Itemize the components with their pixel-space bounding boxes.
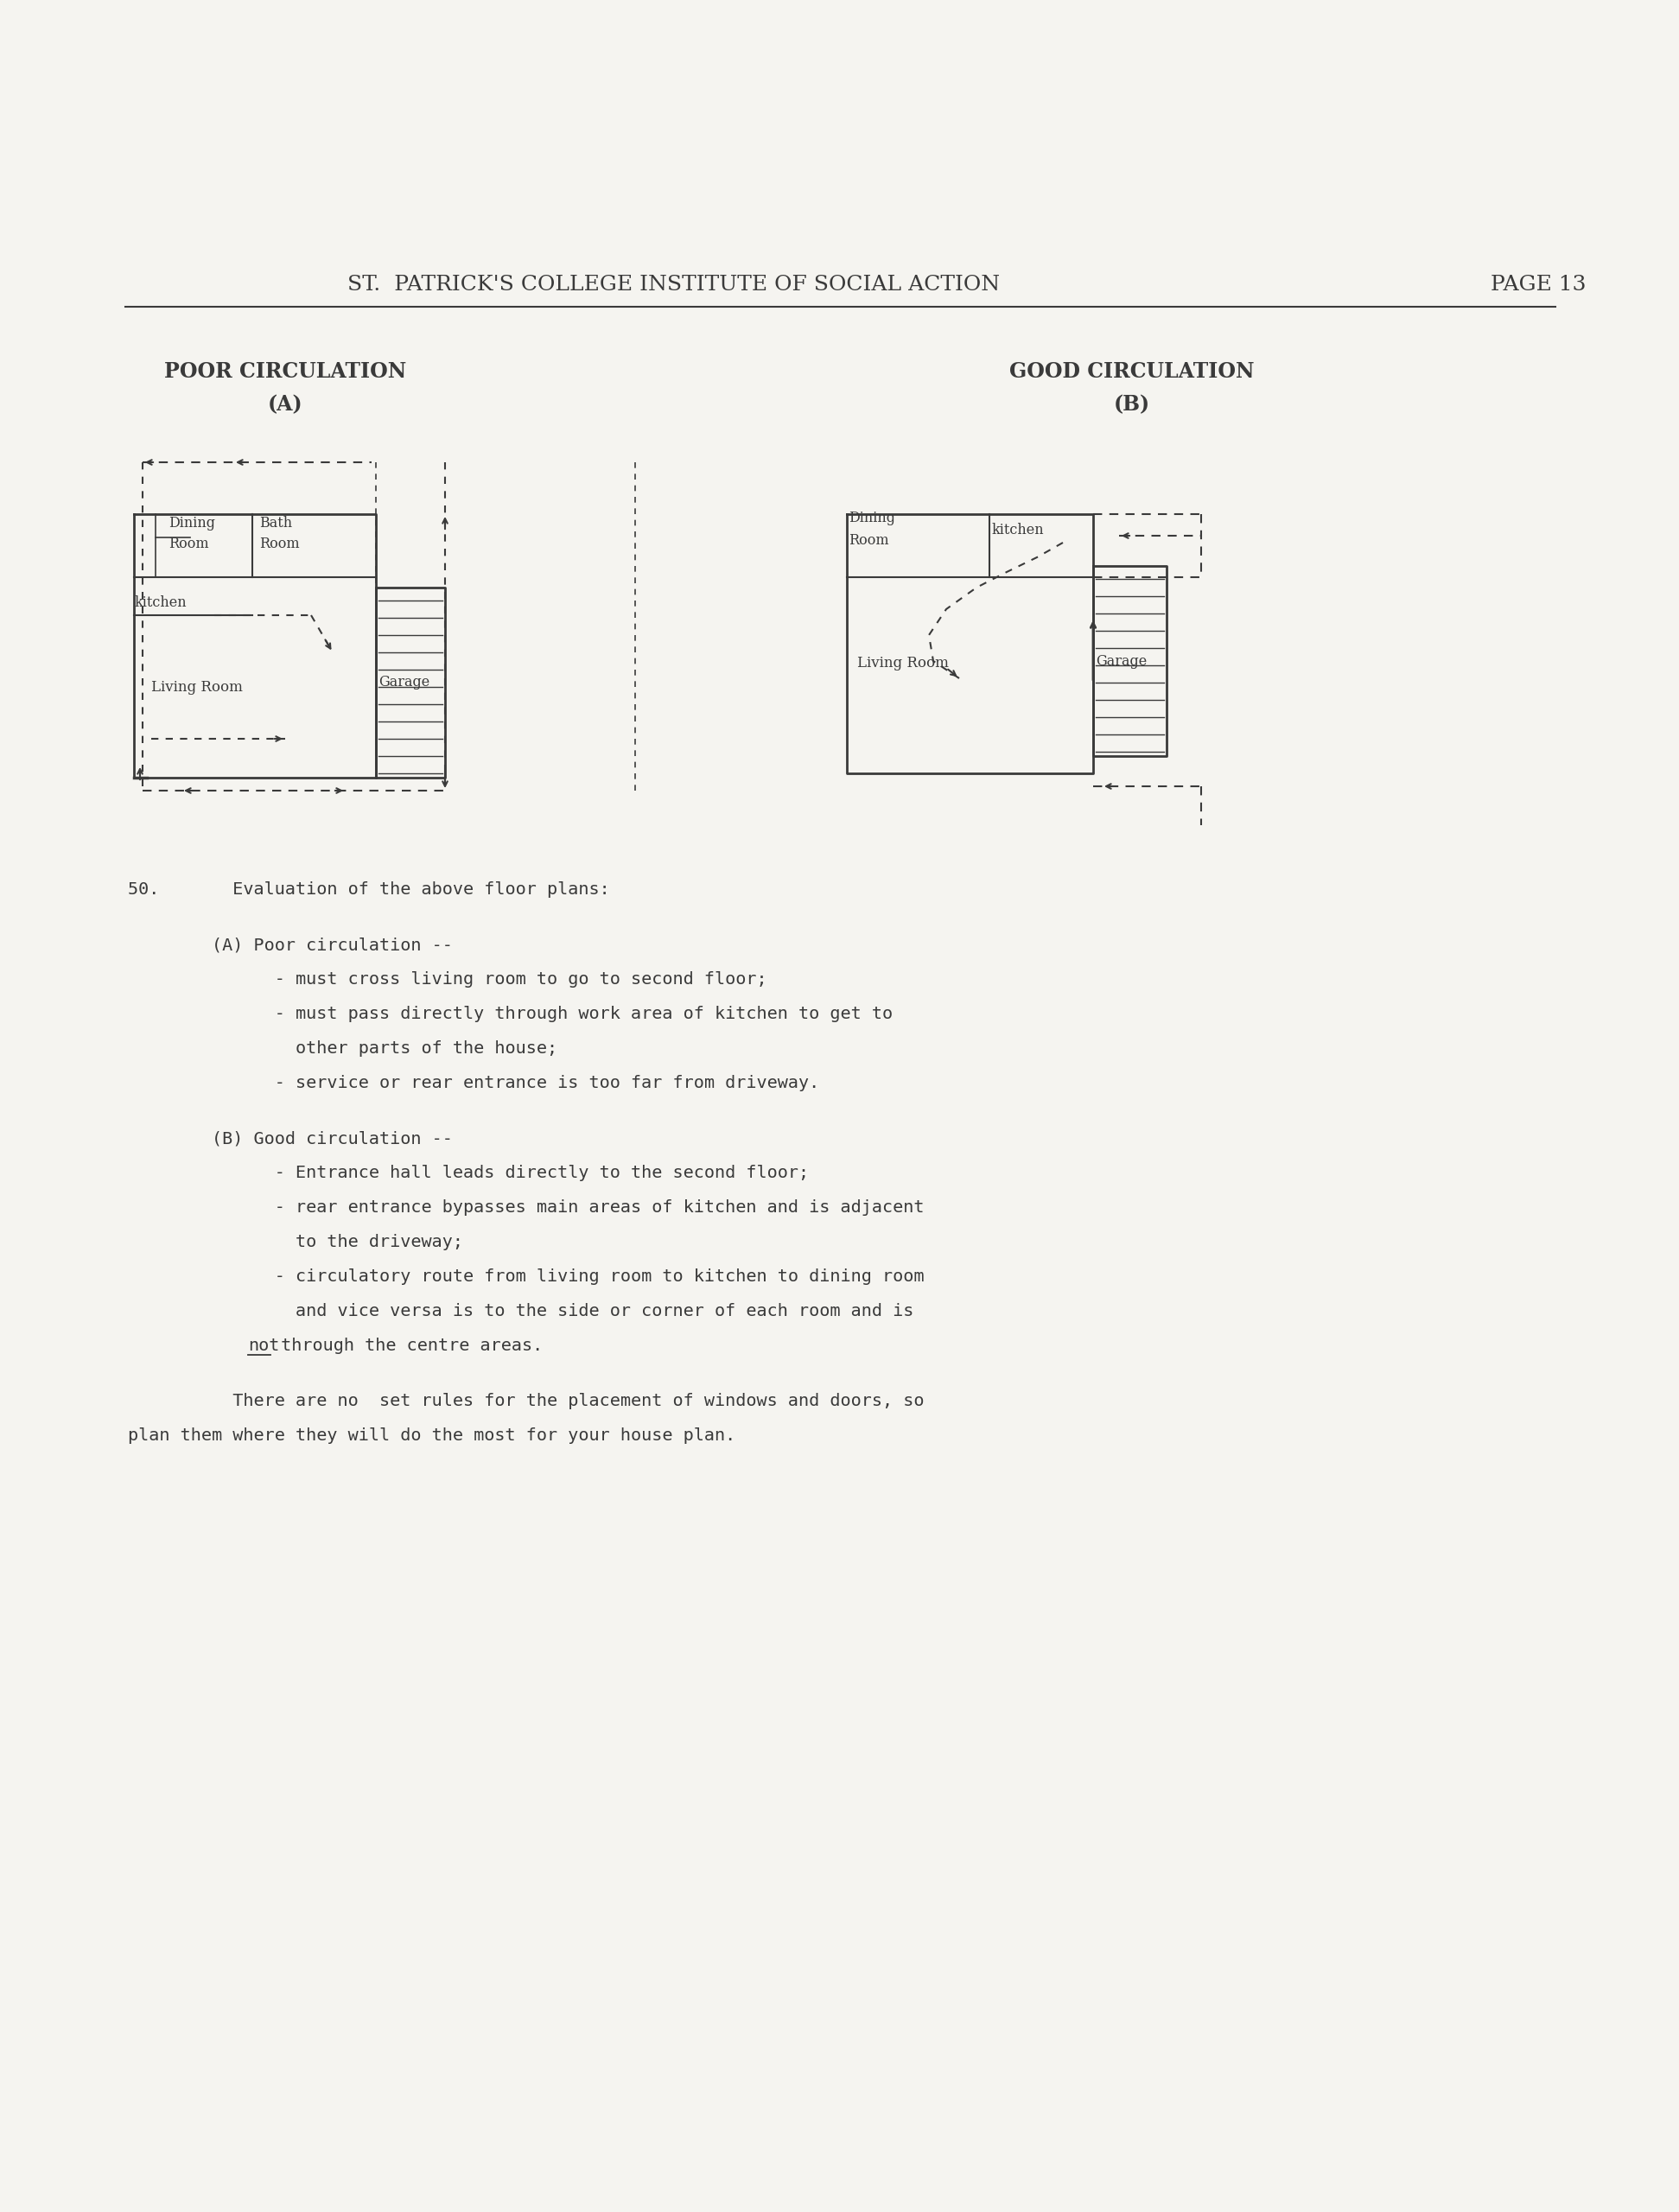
Text: (B) Good circulation --: (B) Good circulation --: [128, 1130, 453, 1146]
Text: kitchen: kitchen: [134, 595, 186, 611]
Text: - must cross living room to go to second floor;: - must cross living room to go to second…: [128, 971, 767, 987]
Text: (B): (B): [1113, 394, 1150, 416]
Text: ST.  PATRICK'S COLLEGE INSTITUTE OF SOCIAL ACTION: ST. PATRICK'S COLLEGE INSTITUTE OF SOCIA…: [348, 274, 1001, 294]
Text: kitchen: kitchen: [992, 524, 1044, 538]
Text: POOR CIRCULATION: POOR CIRCULATION: [165, 361, 406, 383]
Text: There are no  set rules for the placement of windows and doors, so: There are no set rules for the placement…: [128, 1394, 923, 1409]
Text: Room: Room: [259, 538, 299, 551]
Text: (A): (A): [267, 394, 302, 416]
Text: Bath: Bath: [259, 515, 292, 531]
Text: - rear entrance bypasses main areas of kitchen and is adjacent: - rear entrance bypasses main areas of k…: [128, 1199, 923, 1217]
Text: 50.       Evaluation of the above floor plans:: 50. Evaluation of the above floor plans:: [128, 880, 609, 898]
Text: (A) Poor circulation --: (A) Poor circulation --: [128, 936, 453, 953]
Text: - circulatory route from living room to kitchen to dining room: - circulatory route from living room to …: [128, 1267, 923, 1285]
Text: Room: Room: [168, 538, 208, 551]
Text: Living Room: Living Room: [151, 679, 243, 695]
Text: Room: Room: [848, 533, 888, 546]
Text: GOOD CIRCULATION: GOOD CIRCULATION: [1009, 361, 1254, 383]
Text: not: not: [248, 1338, 279, 1354]
Text: - must pass directly through work area of kitchen to get to: - must pass directly through work area o…: [128, 1006, 893, 1022]
Text: PAGE 13: PAGE 13: [1491, 274, 1587, 294]
Text: plan them where they will do the most for your house plan.: plan them where they will do the most fo…: [128, 1427, 735, 1444]
Text: Dining: Dining: [848, 511, 895, 526]
Text: through the centre areas.: through the centre areas.: [270, 1338, 542, 1354]
Text: Garage: Garage: [1096, 655, 1147, 668]
Text: - service or rear entrance is too far from driveway.: - service or rear entrance is too far fr…: [128, 1075, 819, 1091]
Text: Garage: Garage: [378, 675, 430, 690]
Text: and vice versa is to the side or corner of each room and is: and vice versa is to the side or corner …: [128, 1303, 913, 1318]
Text: to the driveway;: to the driveway;: [128, 1234, 463, 1250]
Text: Dining: Dining: [168, 515, 215, 531]
Text: other parts of the house;: other parts of the house;: [128, 1040, 557, 1057]
Text: Living Room: Living Room: [858, 657, 949, 670]
Text: - Entrance hall leads directly to the second floor;: - Entrance hall leads directly to the se…: [128, 1166, 809, 1181]
